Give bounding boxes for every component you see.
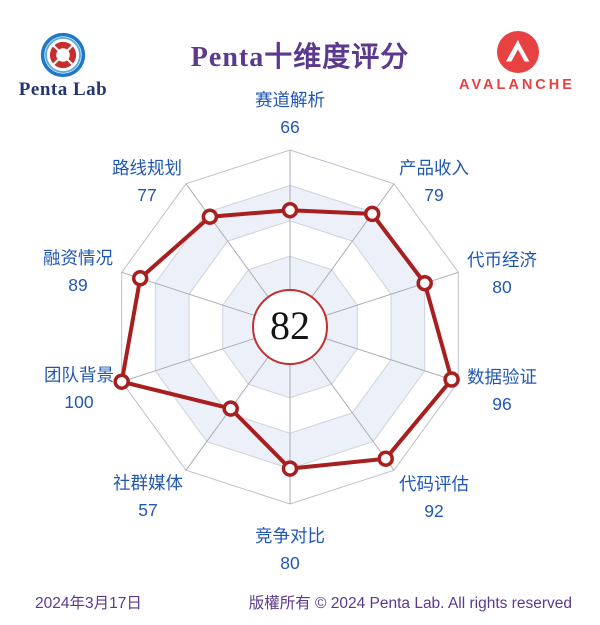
radar-data-point: [113, 373, 130, 390]
avalanche-logo-icon: [497, 31, 539, 73]
partner-name: AVALANCHE: [459, 77, 575, 93]
radar-data-point: [281, 201, 299, 219]
center-score: 82: [270, 303, 310, 349]
footer-copyright: 版權所有 © 2024 Penta Lab. All rights reserv…: [248, 595, 572, 612]
radar-data-point: [363, 205, 381, 223]
footer-date: 2024年3月17日: [35, 595, 142, 612]
radar-data-point: [222, 400, 239, 417]
brand-name: Penta Lab: [18, 79, 108, 100]
radar-data-point: [281, 460, 299, 477]
radar-data-point: [201, 208, 219, 225]
page-title: Penta十维度评分: [190, 42, 410, 73]
radar-data-point: [443, 371, 460, 388]
center-score-circle: [252, 289, 328, 365]
radar-data-point: [131, 270, 149, 287]
radar-data-point: [416, 274, 433, 292]
radar-data-point: [377, 450, 394, 467]
penta-lab-logo-icon: [40, 32, 86, 78]
